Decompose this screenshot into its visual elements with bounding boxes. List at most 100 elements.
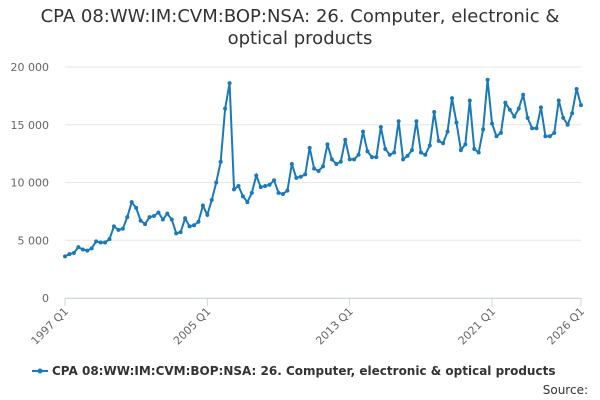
data-point — [254, 173, 259, 178]
data-point — [267, 182, 272, 187]
data-point — [347, 157, 352, 162]
data-point — [396, 119, 401, 124]
data-point — [249, 190, 254, 195]
data-point — [329, 157, 334, 162]
data-point — [236, 183, 241, 188]
data-point — [138, 218, 143, 223]
source-label: Source: — [543, 383, 588, 397]
data-point — [125, 215, 130, 220]
data-point — [312, 166, 317, 171]
data-point — [67, 252, 72, 257]
data-point — [116, 227, 121, 232]
data-point — [401, 157, 406, 162]
data-point — [276, 190, 281, 195]
data-point — [94, 239, 99, 244]
data-point — [503, 100, 508, 105]
data-point — [196, 219, 201, 224]
data-point — [98, 240, 103, 245]
data-point — [378, 125, 383, 130]
data-point — [143, 222, 148, 227]
x-tick-label: 2005 Q1 — [171, 305, 214, 348]
data-point — [258, 185, 263, 190]
data-point — [538, 105, 543, 110]
data-point — [160, 217, 165, 222]
data-point — [534, 126, 539, 131]
data-point — [374, 155, 379, 160]
data-point — [494, 134, 499, 139]
data-point — [409, 148, 414, 153]
data-point — [174, 231, 179, 236]
data-point — [187, 224, 192, 229]
y-tick-label: 0 — [42, 292, 49, 305]
x-tick-label: 2026 Q1 — [545, 305, 588, 348]
data-point — [325, 142, 330, 147]
data-point — [71, 250, 76, 255]
data-point — [365, 149, 370, 154]
y-tick-label: 5 000 — [18, 234, 50, 247]
data-point — [498, 130, 503, 135]
data-point — [321, 164, 325, 169]
data-point — [76, 245, 81, 250]
data-point — [85, 248, 90, 253]
data-point — [192, 223, 196, 228]
data-point — [272, 178, 277, 183]
data-point — [227, 81, 232, 86]
data-point — [223, 106, 228, 111]
data-point — [481, 127, 486, 132]
data-point — [547, 134, 552, 139]
data-point — [338, 159, 343, 164]
data-point — [352, 157, 357, 162]
data-point — [103, 240, 108, 245]
data-point — [570, 111, 575, 116]
data-point — [178, 230, 183, 235]
data-point — [289, 162, 294, 167]
data-point — [423, 152, 428, 157]
data-point — [441, 141, 446, 146]
legend-marker — [37, 368, 43, 374]
data-point — [294, 175, 299, 180]
data-point — [432, 110, 437, 115]
y-tick-label: 15 000 — [11, 119, 50, 132]
data-point — [507, 107, 512, 112]
data-point — [427, 143, 432, 148]
legend-label: CPA 08:WW:IM:CVM:BOP:NSA: 26. Computer, … — [52, 364, 555, 378]
data-point — [521, 92, 526, 97]
data-point — [303, 172, 308, 177]
y-tick-label: 10 000 — [11, 177, 50, 190]
data-point — [307, 145, 312, 150]
x-tick-label: 2013 Q1 — [313, 305, 356, 348]
data-point — [525, 115, 530, 120]
data-point — [129, 200, 134, 205]
data-point — [361, 129, 366, 134]
chart-title: CPA 08:WW:IM:CVM:BOP:NSA: 26. Computer, … — [40, 6, 560, 49]
data-point — [418, 150, 423, 155]
data-point — [369, 155, 374, 160]
data-point — [356, 152, 361, 157]
data-point — [405, 153, 410, 158]
data-point — [574, 86, 579, 91]
data-point — [147, 215, 152, 220]
data-point — [436, 138, 441, 143]
x-tick-label: 1997 Q1 — [29, 305, 72, 348]
data-point — [579, 103, 583, 108]
y-tick-label: 20 000 — [11, 61, 50, 74]
data-point — [200, 203, 205, 208]
data-point — [205, 212, 210, 217]
data-point — [467, 98, 472, 103]
data-point — [165, 211, 170, 216]
data-point — [334, 162, 339, 167]
x-tick-label: 2021 Q1 — [456, 305, 499, 348]
data-point — [392, 150, 397, 155]
data-point — [383, 147, 388, 152]
data-point — [556, 98, 561, 103]
data-point — [232, 187, 237, 192]
data-point — [107, 237, 112, 242]
data-point — [218, 159, 223, 164]
data-point — [209, 197, 214, 202]
data-point — [89, 246, 94, 251]
data-point — [450, 96, 454, 101]
data-point — [298, 174, 303, 179]
data-point — [561, 115, 566, 120]
data-point — [543, 134, 548, 139]
